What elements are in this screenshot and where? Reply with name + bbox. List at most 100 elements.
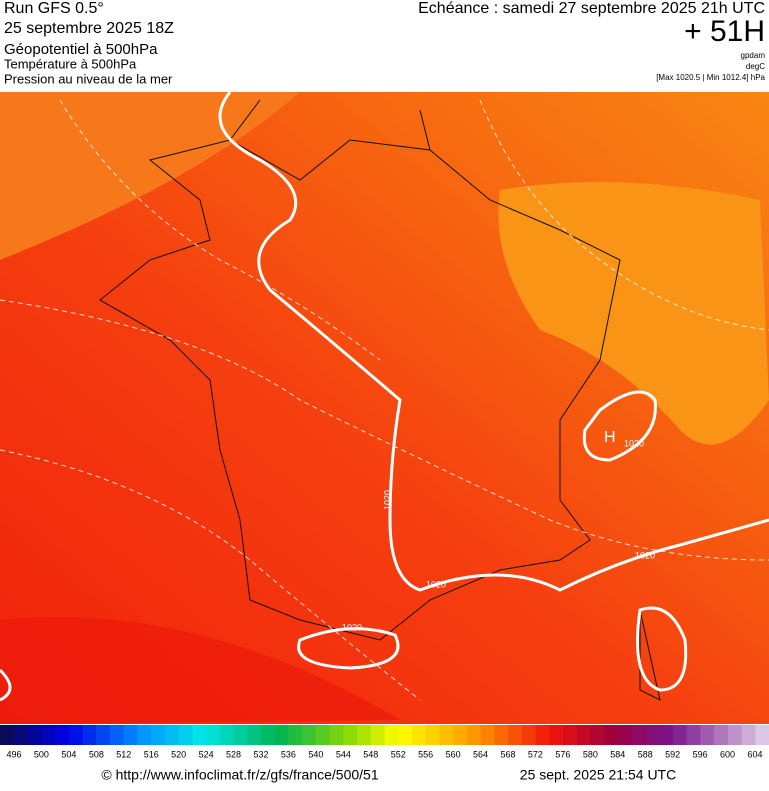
source-url: © http://www.infoclimat.fr/z/gfs/france/… [101, 767, 378, 783]
field-label: Pression au niveau de la mer [4, 71, 173, 86]
color-swatch [466, 725, 482, 745]
color-scale-label: 500 [34, 749, 49, 759]
field-label: Température à 500hPa [4, 56, 137, 71]
color-scale-label: 528 [226, 749, 241, 759]
color-scale-label: 536 [281, 749, 296, 759]
warm-area [498, 182, 769, 445]
color-scale-label: 556 [418, 749, 433, 759]
color-scale-label: 560 [446, 749, 461, 759]
color-swatch [288, 725, 303, 745]
color-swatch [755, 725, 769, 745]
unit: degC [746, 62, 765, 71]
color-swatch [247, 725, 262, 745]
run-title: Run GFS 0.5° [4, 0, 104, 17]
color-swatch [617, 725, 633, 745]
color-swatch [68, 725, 83, 745]
color-scale-label: 564 [473, 749, 488, 759]
color-swatch [535, 725, 550, 745]
isobar-label: 1020 [382, 490, 392, 510]
color-swatch [137, 725, 152, 745]
color-swatch [370, 725, 385, 745]
color-scale-label: 516 [144, 749, 159, 759]
color-swatch [357, 725, 372, 745]
header: Run GFS 0.5° 25 septembre 2025 18Z Géopo… [4, 0, 766, 86]
map: H 1020 1020 1020 1020 1020 [0, 91, 769, 724]
lead-time: + 51H [684, 15, 765, 48]
color-swatch [54, 725, 70, 745]
color-swatch [260, 725, 276, 745]
coastline [99, 139, 621, 641]
coastline [229, 99, 661, 701]
color-swatch [13, 725, 28, 745]
valid-time: Echéance : samedi 27 septembre 2025 21h … [418, 0, 765, 17]
color-scale-label: 540 [308, 749, 323, 759]
color-swatch [315, 725, 331, 745]
color-swatch [27, 725, 42, 745]
color-swatch [439, 725, 454, 745]
color-swatch [672, 725, 688, 745]
color-swatch [686, 725, 701, 745]
color-scale-label: 512 [116, 749, 131, 759]
color-scale: 496 500 504 508 512 516 520 524 528 532 536 540 544 5… [0, 725, 769, 759]
color-scale-label: 592 [665, 749, 680, 759]
high-pressure-value: 1020 [624, 438, 644, 448]
color-scale-label: 596 [693, 749, 708, 759]
color-swatch [631, 725, 646, 745]
color-swatch [164, 725, 180, 745]
color-swatch [411, 725, 427, 745]
color-swatch [123, 725, 138, 745]
color-swatch [563, 725, 578, 745]
color-scale-label: 508 [89, 749, 104, 759]
color-scale-label: 568 [500, 749, 515, 759]
unit: gpdam [741, 51, 766, 60]
temperature-contours [0, 99, 769, 701]
color-swatch [508, 725, 523, 745]
color-swatch [329, 725, 344, 745]
color-scale-label: 584 [610, 749, 625, 759]
run-date: 25 septembre 2025 18Z [4, 20, 174, 37]
color-swatch [659, 725, 674, 745]
generated-time: 25 sept. 2025 21:54 UTC [520, 767, 676, 783]
color-swatch [109, 725, 125, 745]
color-swatch [151, 725, 166, 745]
color-swatch [453, 725, 468, 745]
color-swatch [219, 725, 234, 745]
color-scale-label: 604 [747, 749, 762, 759]
color-swatch [521, 725, 537, 745]
color-scale-label: 552 [391, 749, 406, 759]
color-swatch [384, 725, 399, 745]
color-scale-label: 520 [171, 749, 186, 759]
color-swatch [700, 725, 715, 745]
color-swatch [302, 725, 317, 745]
color-scale-label: 504 [61, 749, 76, 759]
color-swatch [576, 725, 591, 745]
color-swatch [494, 725, 509, 745]
color-swatch [425, 725, 440, 745]
color-swatch [645, 725, 660, 745]
color-swatch [398, 725, 413, 745]
color-swatch [41, 725, 56, 745]
color-scale-label: 588 [638, 749, 653, 759]
color-swatch [96, 725, 111, 745]
color-swatch [233, 725, 248, 745]
isobars [0, 91, 769, 702]
color-swatch [343, 725, 358, 745]
isobar-label: 1020 [635, 550, 655, 560]
color-scale-label: 572 [528, 749, 543, 759]
color-swatch [480, 725, 495, 745]
color-swatch [0, 725, 15, 745]
color-swatch [590, 725, 605, 745]
color-swatch [82, 725, 97, 745]
color-swatch [549, 725, 564, 745]
color-swatch [714, 725, 729, 745]
isobar-label: 1020 [426, 579, 446, 589]
color-swatch [604, 725, 619, 745]
field-label: Géopotentiel à 500hPa [4, 41, 158, 58]
color-scale-label: 580 [583, 749, 598, 759]
color-swatch [178, 725, 193, 745]
color-swatch [205, 725, 221, 745]
color-scale-label: 544 [336, 749, 351, 759]
color-scale-label: 600 [720, 749, 735, 759]
